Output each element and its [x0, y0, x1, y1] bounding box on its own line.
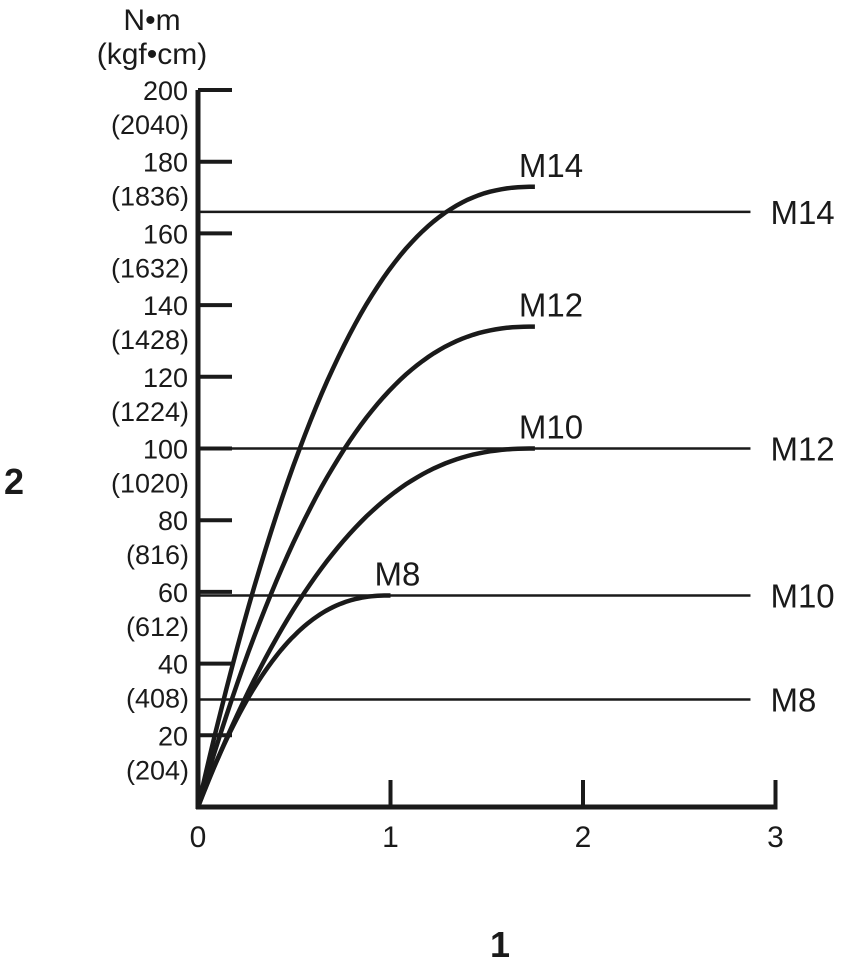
y-unit-secondary: (kgf•cm) — [97, 38, 208, 71]
y-tick-label: 60 — [158, 578, 188, 608]
reference-line-label: M10 — [770, 577, 834, 614]
y-tick-sublabel: (612) — [126, 612, 189, 642]
reference-line-label: M14 — [770, 194, 834, 231]
reference-line-label: M8 — [770, 681, 816, 718]
curve-label: M12 — [519, 287, 583, 324]
x-tick-label: 1 — [382, 821, 399, 854]
y-tick-sublabel: (1020) — [111, 469, 189, 499]
y-tick-label: 40 — [158, 650, 188, 680]
y-tick-label: 80 — [158, 506, 188, 536]
y-tick-sublabel: (1632) — [111, 253, 189, 283]
y-tick-sublabel: (1428) — [111, 325, 189, 355]
y-tick-label: 120 — [143, 363, 188, 393]
y-tick-label: 200 — [143, 76, 188, 106]
y-tick-sublabel: (2040) — [111, 110, 189, 140]
y-tick-sublabel: (204) — [126, 755, 189, 785]
y-tick-label: 100 — [143, 435, 188, 465]
reference-line-label: M12 — [770, 431, 834, 468]
x-tick-label: 0 — [190, 821, 207, 854]
y-tick-label: 20 — [158, 721, 188, 751]
torque-curve — [195, 446, 535, 808]
y-tick-label: 140 — [143, 291, 188, 321]
y-tick-sublabel: (1224) — [111, 397, 189, 427]
curve-label: M14 — [519, 147, 583, 184]
y-tick-sublabel: (408) — [126, 684, 189, 714]
curve-label: M10 — [519, 409, 583, 446]
plot-area: 200(2040)180(1836)160(1632)140(1428)120(… — [111, 76, 835, 854]
x-tick-label: 2 — [575, 821, 592, 854]
curve-label: M8 — [375, 555, 421, 592]
y-axis-callout: 2 — [4, 461, 24, 502]
torque-curve — [195, 184, 535, 808]
torque-curve — [195, 324, 535, 808]
torque-curve — [195, 593, 391, 808]
y-tick-label: 160 — [143, 219, 188, 249]
y-tick-sublabel: (816) — [126, 540, 189, 570]
y-tick-label: 180 — [143, 148, 188, 178]
x-axis-callout: 1 — [490, 924, 510, 960]
y-tick-sublabel: (1836) — [111, 182, 189, 212]
x-tick-label: 3 — [767, 821, 784, 854]
y-unit-primary: N•m — [123, 4, 180, 37]
